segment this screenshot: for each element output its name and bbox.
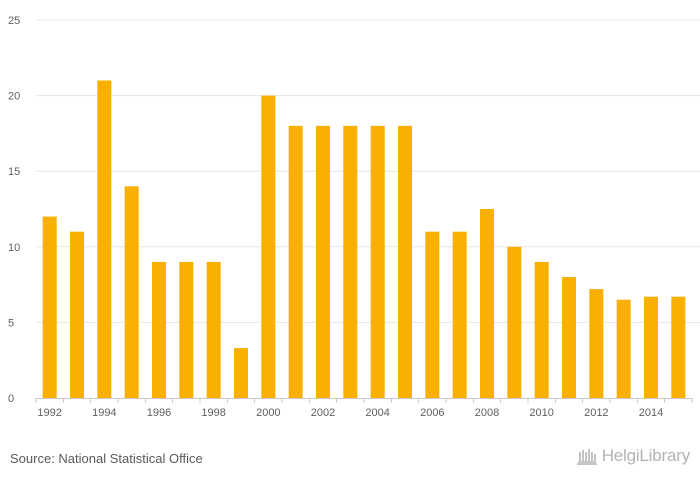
bar-2003 [343,125,358,398]
x-tick-label: 2014 [639,407,663,419]
bar-2005 [398,125,412,398]
x-tick-label: 1996 [147,407,171,419]
bar-1999 [234,348,248,398]
x-tick-label: 2010 [529,407,553,419]
x-tick-label: 2006 [420,407,444,419]
bar-2004 [370,125,385,398]
bar-2013 [616,299,631,398]
bar-1993 [70,231,84,398]
logo-text: HelgiLibrary [601,446,691,465]
bars [42,80,686,398]
x-tick-label: 2000 [256,407,280,419]
bar-2007 [452,231,467,398]
x-tick-label: 2008 [475,407,499,419]
library-building-icon [576,449,597,465]
bar-1997 [179,261,194,398]
bar-2014 [644,296,658,398]
bar-1998 [206,261,221,398]
bar-2011 [562,277,576,398]
bar-2012 [589,289,604,398]
bar-2006 [425,231,440,398]
x-tick-label: 2012 [584,407,608,419]
bar-1996 [152,261,166,398]
y-tick-label: 15 [8,166,20,178]
bar-2015 [671,296,686,398]
x-tick-label: 1994 [92,407,116,419]
bar-2000 [261,95,276,398]
helgi-library-logo[interactable]: HelgiLibrary [575,446,690,466]
bar-2008 [480,209,494,398]
bar-2009 [507,246,522,398]
bar-2001 [288,125,303,398]
y-tick-labels: 0 5 10 15 20 25 [8,15,20,405]
x-tick-label: 2004 [365,407,389,419]
footer: Source: National Statistical Office Helg… [0,440,700,483]
y-tick-label: 20 [8,91,20,103]
bar-chart: 0 5 10 15 20 25 1992 1994 1996 1998 2000 2002 2004 2… [8,15,700,419]
x-tick-label: 1998 [201,407,225,419]
source-note: Source: National Statistical Office [10,451,203,466]
y-tick-label: 25 [8,15,20,27]
bar-1995 [124,186,139,398]
x-ticks: 1992 1994 1996 1998 2000 2002 2004 2006 2008 2010… [35,398,693,419]
y-tick-label: 10 [8,242,20,254]
bar-2010 [534,261,549,398]
y-tick-label: 5 [8,317,14,329]
y-tick-label: 0 [8,393,14,405]
x-tick-label: 1992 [37,407,61,419]
bar-1992 [42,216,57,398]
bar-1994 [97,80,112,398]
bar-2002 [316,125,330,398]
x-tick-label: 2002 [311,407,335,419]
